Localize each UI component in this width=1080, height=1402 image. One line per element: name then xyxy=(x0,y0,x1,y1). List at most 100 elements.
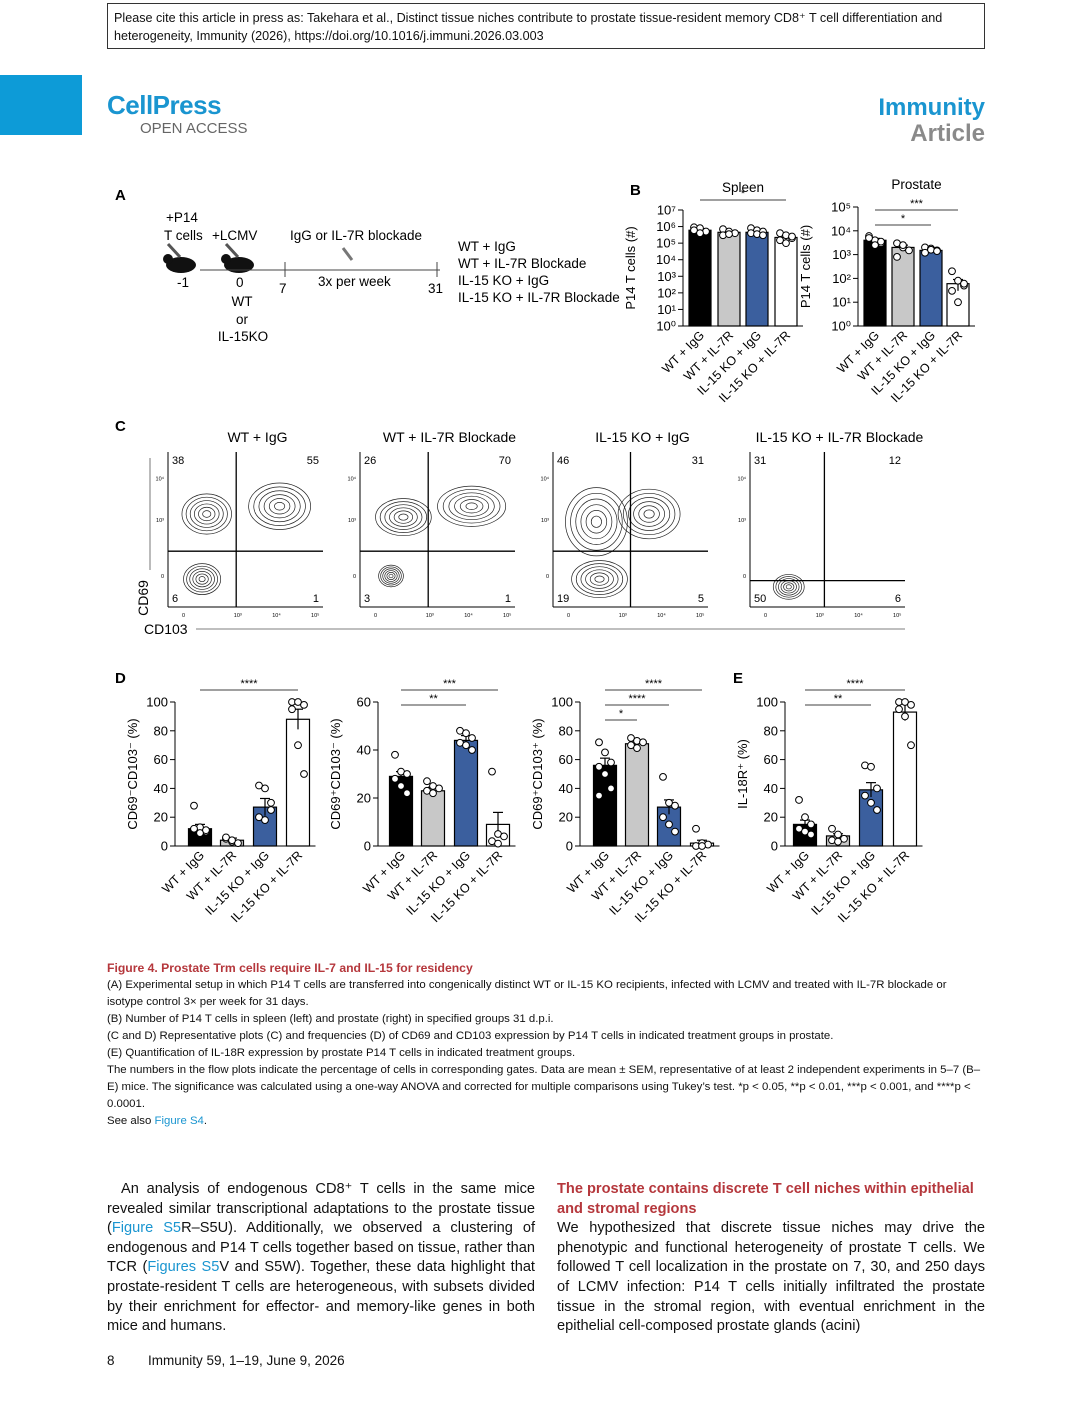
page-number: 8 xyxy=(107,1353,115,1368)
y-tick-label: 20 xyxy=(357,791,371,806)
data-point xyxy=(933,247,941,256)
accent-block xyxy=(0,75,82,135)
contour xyxy=(575,498,618,545)
tick-label: 10⁴ xyxy=(541,475,550,482)
y-tick-label: 10⁷ xyxy=(657,203,676,218)
y-tick-label: 10² xyxy=(832,271,851,286)
caption-paragraph: (B) Number of P14 T cells in spleen (lef… xyxy=(107,1013,554,1025)
data-point xyxy=(873,806,881,814)
significance-label: ** xyxy=(429,693,438,705)
contour xyxy=(185,496,228,532)
chart-title: Prostate xyxy=(891,177,941,192)
data-point xyxy=(867,798,875,807)
y-tick-label: 80 xyxy=(764,723,778,738)
data-point xyxy=(954,276,962,285)
y-tick-label: 100 xyxy=(551,695,573,710)
y-tick-label: 60 xyxy=(154,752,168,767)
tick-label: 0 xyxy=(546,574,549,580)
label: or xyxy=(236,312,249,327)
y-tick-label: 10⁰ xyxy=(831,319,851,334)
syringe xyxy=(166,242,182,259)
tick-label: 10³ xyxy=(348,518,356,524)
data-point xyxy=(423,777,431,786)
tick-label: 10⁴ xyxy=(738,475,747,482)
link[interactable]: Figures S5 xyxy=(147,1259,220,1276)
text: . xyxy=(203,1115,208,1127)
data-point xyxy=(267,806,275,814)
data-point xyxy=(725,230,733,239)
data-point xyxy=(921,248,929,257)
brand-sub: OPEN ACCESS xyxy=(140,120,248,137)
data-point xyxy=(500,832,508,841)
contour xyxy=(785,584,792,590)
contour xyxy=(379,501,427,533)
citation-box: Please cite this article in press as: Ta… xyxy=(107,3,985,49)
y-axis-label: P14 T cells (#) xyxy=(623,226,638,309)
contour xyxy=(198,576,206,583)
data-point xyxy=(807,820,815,829)
link[interactable]: Figure S4 xyxy=(154,1115,204,1127)
bar xyxy=(774,236,798,327)
data-point xyxy=(907,700,915,709)
quadrant-value: 19 xyxy=(557,593,569,605)
tick-label: 10⁴ xyxy=(854,612,863,619)
y-tick-label: 10³ xyxy=(832,247,851,262)
data-point xyxy=(202,826,210,835)
contour xyxy=(589,572,610,586)
label: +P14 xyxy=(166,210,198,225)
data-point xyxy=(776,236,784,245)
y-tick-label: 80 xyxy=(559,723,573,738)
y-tick-label: 60 xyxy=(357,695,371,710)
link[interactable]: Figure S5 xyxy=(111,1220,182,1237)
article-kind: Article xyxy=(910,120,985,147)
contour xyxy=(274,502,286,511)
contour xyxy=(388,573,394,579)
contour xyxy=(437,485,507,527)
data-point xyxy=(595,791,603,800)
data-point xyxy=(300,770,308,778)
contour xyxy=(459,499,484,514)
see-also: See also Figure S4. xyxy=(107,1113,985,1130)
text: We hypothesized that discrete tissue nic… xyxy=(557,1220,985,1335)
tick-label: 10³ xyxy=(619,613,627,619)
tick-label: 0 xyxy=(567,613,570,619)
contour xyxy=(202,510,212,518)
axis-label: CD103 xyxy=(144,621,188,637)
paragraph: We hypothesized that discrete tissue nic… xyxy=(557,1219,985,1337)
data-point xyxy=(671,801,679,810)
data-point xyxy=(893,253,901,261)
y-tick-label: 10⁵ xyxy=(831,200,851,215)
contour xyxy=(375,498,432,537)
contour xyxy=(189,568,215,590)
quadrant-value: 3 xyxy=(364,593,370,605)
text: An analysis of endogenous CD8⁺ T cells i… xyxy=(107,1181,535,1237)
y-tick-label: 80 xyxy=(154,723,168,738)
data-point xyxy=(698,842,706,850)
data-point xyxy=(692,824,700,833)
syringe xyxy=(341,247,354,261)
caption-paragraph: (E) Quantification of IL-18R expression … xyxy=(107,1047,576,1059)
data-point xyxy=(782,239,790,248)
data-point xyxy=(659,813,667,822)
data-point xyxy=(294,741,302,750)
contour xyxy=(454,495,490,517)
y-tick-label: 10⁶ xyxy=(656,219,676,234)
significance-label: **** xyxy=(628,693,646,705)
tick-label: 10⁴ xyxy=(272,612,281,619)
label: 31 xyxy=(428,281,443,296)
y-tick-label: 10⁰ xyxy=(656,319,676,334)
contour xyxy=(389,507,418,527)
data-point xyxy=(601,770,609,778)
data-point xyxy=(828,824,836,833)
contour xyxy=(783,582,795,592)
data-point xyxy=(228,836,236,845)
contour xyxy=(181,493,232,535)
significance-label: * xyxy=(901,213,906,225)
tick-label: 10⁵ xyxy=(311,612,319,619)
contour xyxy=(580,566,619,592)
data-point xyxy=(190,824,198,833)
contour xyxy=(465,502,478,510)
data-point xyxy=(834,830,842,839)
body-left: An analysis of endogenous CD8⁺ T cells i… xyxy=(107,1180,535,1337)
